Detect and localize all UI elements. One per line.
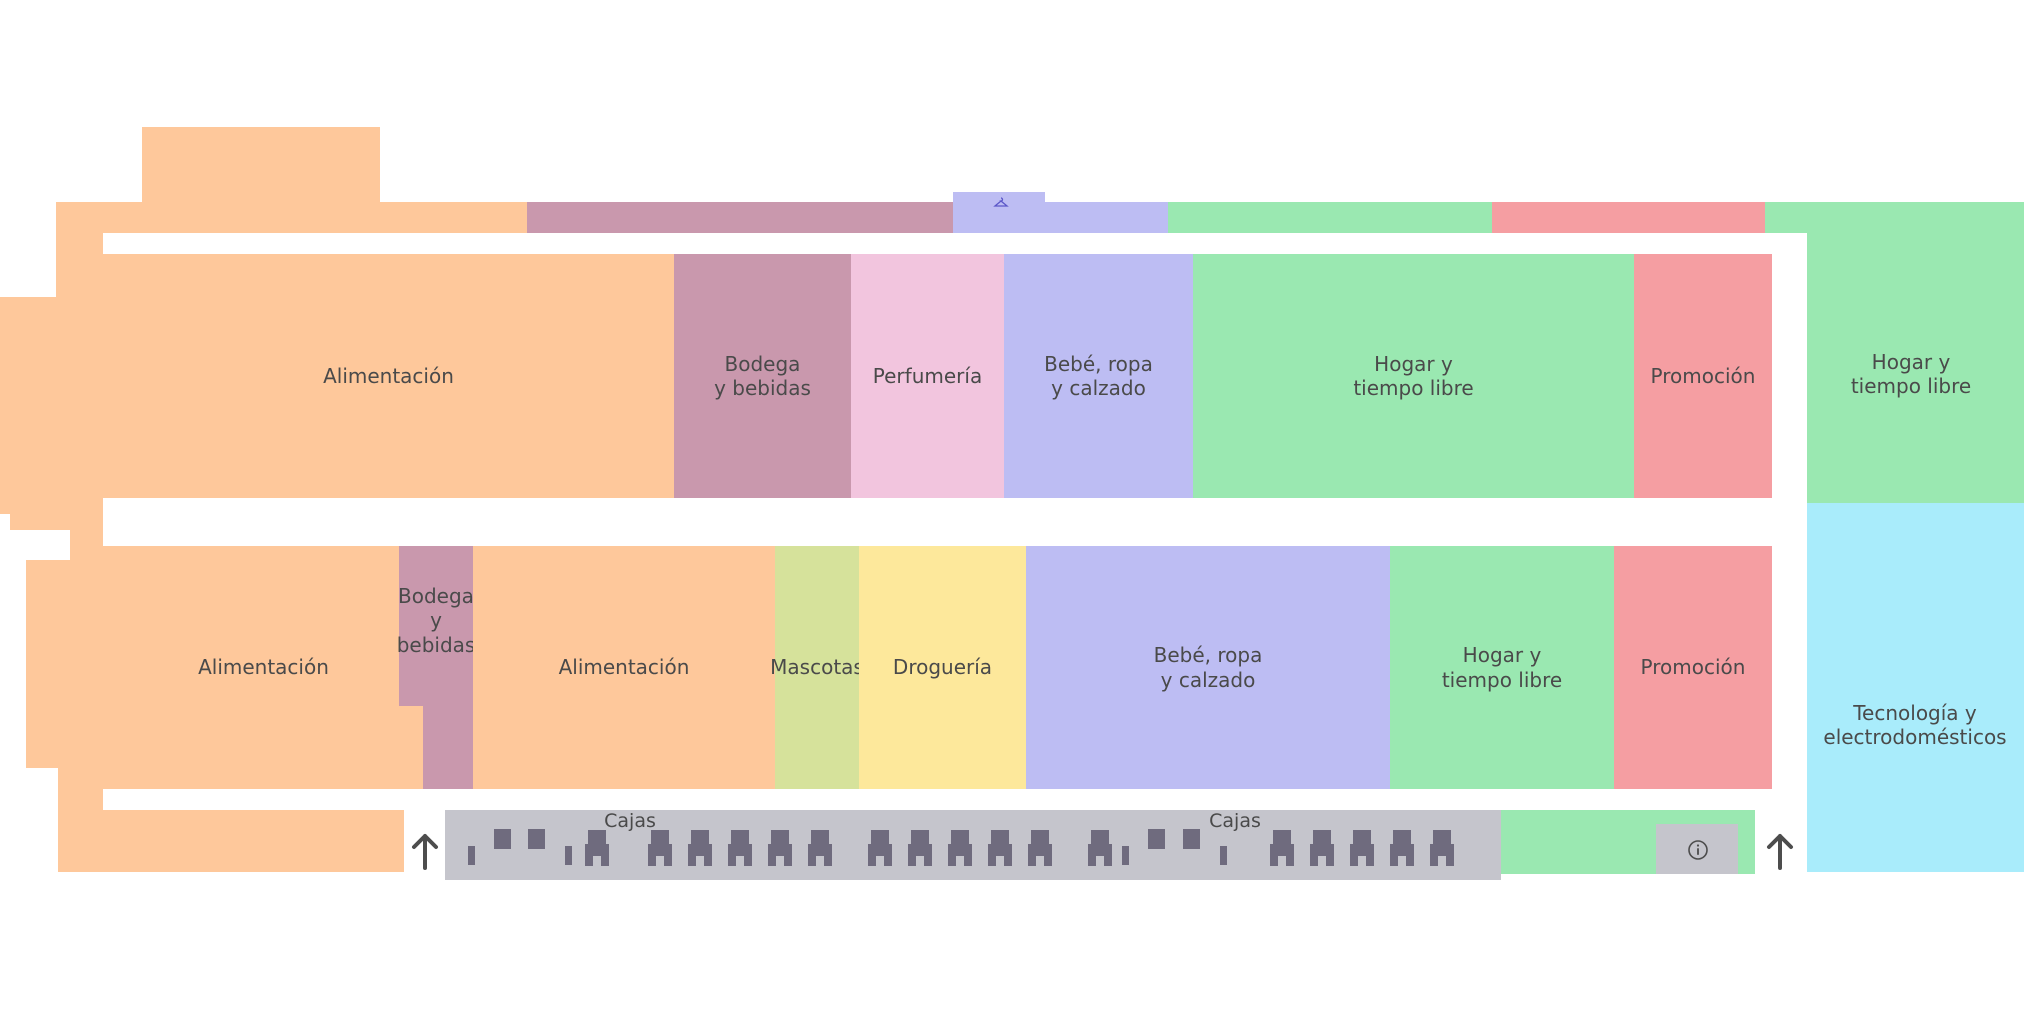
info-point[interactable]	[1656, 824, 1738, 874]
alimentacion-bottom-left-edge-2	[30, 590, 104, 768]
hanger-icon	[993, 194, 1009, 207]
section-top-promocion[interactable]: Promoción	[1634, 254, 1772, 498]
info-icon[interactable]	[1687, 839, 1709, 861]
section-bottom-alimentacion-mid[interactable]: Alimentación	[473, 546, 775, 789]
bebe-strip-top-tab	[953, 192, 1045, 204]
section-bottom-hogar[interactable]: Hogar y tiempo libre	[1390, 546, 1614, 789]
bodega-strip-top	[527, 202, 954, 234]
alimentacion-left-edge	[0, 297, 104, 514]
alimentacion-annex-top	[142, 127, 380, 203]
register-small	[1220, 846, 1227, 865]
hogar-right-block	[1765, 202, 2024, 504]
section-tecnologia[interactable]: Tecnología y electrodomésticos	[1823, 700, 2007, 749]
register-square	[494, 829, 511, 849]
alimentacion-strip-top	[56, 202, 528, 234]
section-top-bebe[interactable]: Bebé, ropa y calzado	[1004, 254, 1193, 498]
section-bottom-bodega[interactable]: Bodega y bebidas	[397, 546, 475, 706]
bebe-strip-top	[953, 202, 1169, 234]
alimentacion-left-edge-upper	[56, 202, 104, 302]
register-square	[1148, 829, 1165, 849]
section-top-hogar[interactable]: Hogar y tiempo libre	[1193, 254, 1634, 498]
tecnologia-block-2	[1806, 503, 1996, 872]
section-bottom-mascotas[interactable]: Mascotas	[770, 546, 864, 789]
aisle-right	[1772, 233, 1807, 872]
aisle-middle	[103, 498, 1807, 546]
aisle-lower	[103, 789, 1807, 810]
up-arrow-icon	[410, 832, 440, 872]
section-top-alimentacion[interactable]: Alimentación	[103, 254, 674, 498]
register-square	[1183, 829, 1200, 849]
checkout-counters	[445, 810, 1501, 880]
register-small	[565, 846, 572, 865]
section-top-perfumeria[interactable]: Perfumería	[851, 254, 1004, 498]
section-bottom-drogueria[interactable]: Droguería	[859, 546, 1026, 789]
up-arrow-icon	[1765, 832, 1795, 872]
hogar-strip-top	[1168, 202, 1493, 234]
aisle-top	[103, 233, 1807, 254]
checkout-label-right: Cajas	[1209, 810, 1261, 832]
section-top-bodega[interactable]: Bodega y bebidas	[674, 254, 851, 498]
section-bottom-bebe[interactable]: Bebé, ropa y calzado	[1026, 546, 1390, 789]
alimentacion-left-edge-lower	[10, 510, 104, 530]
register-square	[528, 829, 545, 849]
register-small	[1122, 846, 1129, 865]
alimentacion-left-link	[70, 528, 104, 562]
promocion-strip-top	[1492, 202, 1766, 234]
section-bottom-promocion[interactable]: Promoción	[1614, 546, 1772, 789]
alimentacion-bottom-strip	[58, 810, 404, 872]
register-small	[468, 846, 475, 865]
checkout-label-left: Cajas	[604, 810, 656, 832]
section-right-hogar[interactable]: Hogar y tiempo libre	[1850, 349, 1972, 398]
section-bottom-alimentacion-left[interactable]: Alimentación	[103, 546, 424, 789]
